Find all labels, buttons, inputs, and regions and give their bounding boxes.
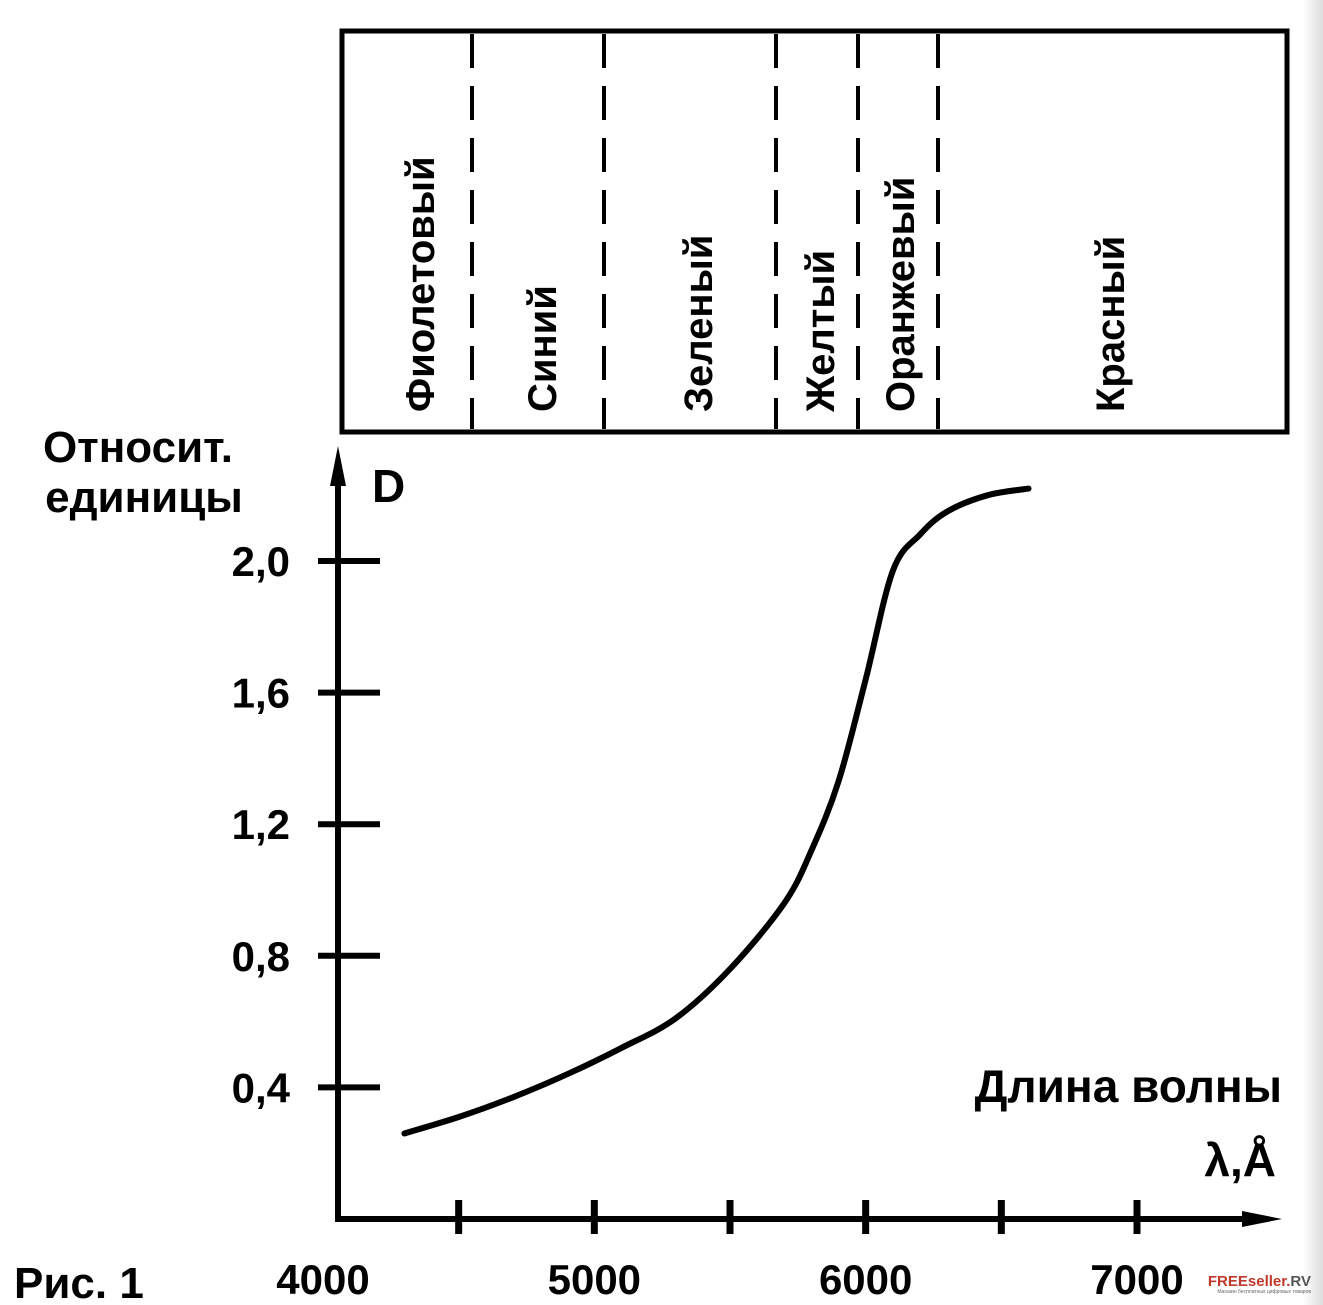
y-tick-label: 2,0 xyxy=(232,538,290,585)
band-label-violet: Фиолетовый xyxy=(399,156,443,412)
right-edge-shadow xyxy=(1303,0,1323,1305)
x-tick-label: 4000 xyxy=(276,1256,369,1303)
density-curve xyxy=(401,485,1032,1137)
y-tick-label: 0,8 xyxy=(232,933,290,980)
axes: 0,4 0,8 1,2 1,6 2,0 4000 5000 6000 7000 xyxy=(232,446,1282,1303)
x-tick-label: 6000 xyxy=(819,1256,912,1303)
band-label-yellow: Желтый xyxy=(799,250,843,413)
x-tick-label: 7000 xyxy=(1090,1256,1183,1303)
band-label-orange: Оранжевый xyxy=(879,177,923,412)
band-label-blue: Синий xyxy=(521,285,565,412)
band-label-green: Зеленый xyxy=(677,235,721,412)
x-tick-label: 5000 xyxy=(548,1256,641,1303)
figure-caption: Рис. 1 xyxy=(14,1259,144,1305)
band-label-red: Красный xyxy=(1089,236,1133,412)
y-tick-label: 1,2 xyxy=(232,801,290,848)
y-ticks: 0,4 0,8 1,2 1,6 2,0 xyxy=(232,538,380,1111)
x-ticks: 4000 5000 6000 7000 xyxy=(276,1200,1184,1303)
y-axis-label-line1: Относит. xyxy=(43,423,233,472)
x-axis-arrow xyxy=(1242,1211,1282,1227)
spectrum-band-box: Фиолетовый Синий Зеленый Желтый Оранжевы… xyxy=(339,28,1290,435)
x-axis-label: Длина волны xyxy=(975,1060,1282,1112)
watermark-tagline: Магазин бесплатных цифровых товаров xyxy=(1217,1289,1311,1295)
watermark: FREEseller.RV Магазин бесплатных цифровы… xyxy=(1208,1274,1311,1295)
series-label-d: D xyxy=(372,460,405,512)
watermark-brand: FREEseller.RV xyxy=(1207,1273,1311,1290)
y-tick-label: 1,6 xyxy=(232,670,290,717)
band-box-frame xyxy=(339,28,1290,435)
y-axis-label-line2: единицы xyxy=(45,473,243,522)
y-tick-label: 0,4 xyxy=(232,1064,291,1111)
x-axis-unit: λ,Å xyxy=(1204,1134,1276,1186)
y-axis-arrow xyxy=(330,446,346,486)
